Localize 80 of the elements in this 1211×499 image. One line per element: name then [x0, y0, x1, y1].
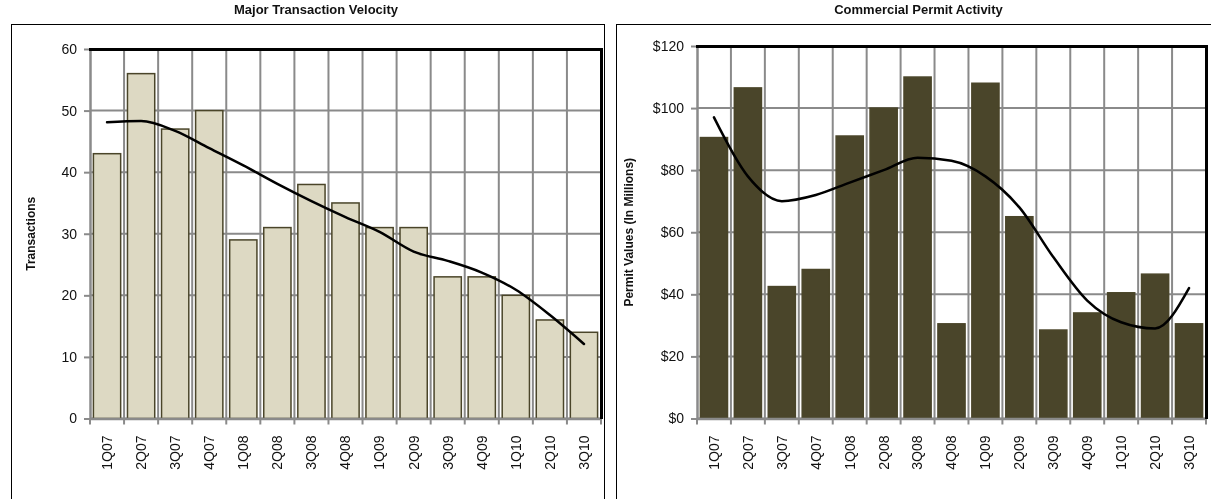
x-tick-label: 4Q08: [943, 435, 960, 470]
x-tick-label: 2Q07: [133, 435, 149, 470]
bar: [1072, 312, 1102, 420]
y-tick-label: 60: [61, 40, 78, 57]
x-tick-label: 1Q08: [235, 435, 252, 470]
x-tick-label: 4Q09: [1079, 435, 1096, 470]
x-tick-label: 2Q09: [1011, 435, 1028, 470]
bar: [801, 268, 831, 420]
y-axis-title: Permit Values (In Millions): [622, 157, 636, 307]
bar: [399, 226, 429, 420]
x-tick-label: 2Q10: [541, 435, 558, 470]
y-tick-label: 0: [69, 410, 78, 427]
x-tick-label: 1Q10: [1113, 435, 1130, 470]
x-tick-label: 2Q07: [739, 435, 756, 470]
x-tick-label: 2Q08: [269, 435, 286, 470]
bar: [126, 72, 156, 420]
x-tick-label: 1Q07: [98, 435, 115, 470]
x-tick-label: 2Q09: [405, 435, 422, 470]
x-tick-label: 2Q08: [875, 435, 892, 470]
x-tick-label: 4Q07: [201, 435, 218, 470]
x-tick-label: 4Q07: [807, 435, 824, 470]
x-tick-label: 3Q10: [1180, 435, 1197, 470]
y-tick-label: $40: [660, 286, 685, 303]
bar: [767, 285, 797, 420]
x-tick-label: 2Q10: [1147, 435, 1163, 470]
x-tick-label: 3Q07: [773, 435, 790, 470]
x-tick-label: 1Q08: [841, 435, 858, 470]
bar: [365, 226, 394, 420]
bar: [92, 152, 122, 420]
bar: [194, 109, 224, 420]
y-tick-label: $100: [652, 100, 685, 117]
bar: [467, 276, 497, 420]
line-series: [712, 116, 1191, 330]
bar: [331, 202, 360, 420]
y-tick-label: $60: [660, 224, 685, 241]
bar: [228, 239, 258, 420]
y-tick-label: $0: [668, 410, 685, 427]
x-tick-label: 3Q10: [575, 435, 592, 470]
y-tick-label: $120: [652, 37, 685, 54]
x-tick-label: 1Q09: [977, 435, 994, 470]
x-tick-label: 3Q09: [439, 435, 456, 470]
bar: [1005, 215, 1034, 420]
bar: [501, 294, 531, 420]
x-tick-label: 1Q09: [371, 435, 388, 470]
bar: [835, 135, 865, 420]
x-tick-label: 4Q09: [473, 435, 490, 470]
bar: [1140, 273, 1170, 420]
bar: [903, 76, 932, 420]
bar: [1174, 323, 1204, 420]
y-tick-label: 40: [61, 164, 78, 181]
y-tick-label: 20: [61, 287, 78, 304]
bar: [733, 87, 763, 420]
bar: [1038, 329, 1068, 420]
y-tick-label: 30: [61, 225, 78, 242]
bar: [971, 82, 1000, 420]
y-axis-title: Transactions: [24, 196, 38, 271]
bar: [569, 331, 599, 420]
chart-title: Commercial Permit Activity: [834, 2, 1004, 17]
x-tick-label: 1Q10: [507, 435, 524, 470]
bar: [699, 136, 729, 420]
bar: [433, 276, 463, 420]
x-tick-label: 3Q08: [909, 435, 926, 470]
y-tick-label: $20: [660, 348, 685, 365]
bar: [1106, 292, 1136, 420]
bar: [937, 323, 966, 420]
x-tick-label: 1Q07: [705, 435, 722, 470]
y-tick-label: 10: [61, 348, 78, 365]
x-tick-label: 3Q09: [1045, 435, 1062, 470]
bar: [535, 319, 565, 420]
chart-title: Major Transaction Velocity: [234, 2, 399, 17]
line-series: [105, 119, 586, 346]
x-tick-label: 4Q08: [337, 435, 354, 470]
x-tick-label: 3Q07: [167, 435, 184, 470]
bar: [160, 128, 190, 420]
y-tick-label: $80: [660, 162, 685, 179]
bar: [297, 183, 326, 420]
bar: [262, 226, 292, 420]
y-tick-label: 50: [61, 102, 78, 119]
bar: [869, 107, 898, 420]
x-tick-label: 3Q08: [303, 435, 320, 470]
